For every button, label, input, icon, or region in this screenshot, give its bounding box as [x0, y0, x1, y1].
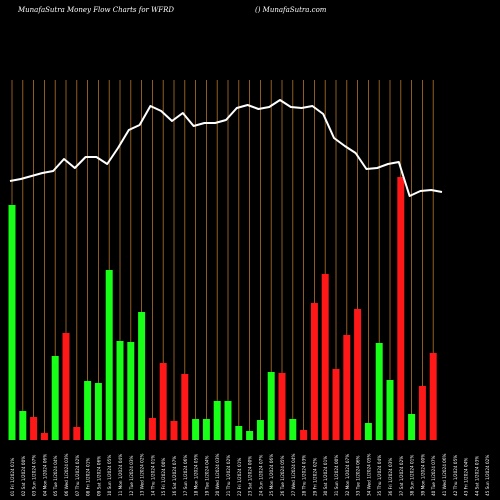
x-tick-label: 30 Sat 1/2024 01%: [323, 456, 328, 496]
x-tick-label: 11 Mon 1/2024 04%: [118, 454, 123, 496]
money-flow-bar: [354, 309, 362, 440]
x-tick-label: 04 Mon 1/2024 06%: [42, 454, 47, 496]
money-flow-bar: [246, 431, 254, 440]
x-tick-label: 05 Tue 1/2024 04%: [53, 455, 58, 496]
money-flow-bar: [386, 380, 394, 440]
x-tick-label: 36 Fri 1/2024 03%: [388, 458, 393, 496]
money-flow-bar: [73, 427, 81, 440]
x-tick-label: 34 Wed 1/2024 05%: [366, 453, 371, 496]
bar-series: [8, 177, 437, 440]
x-tick-label: 06 Wed 1/2024 03%: [64, 453, 69, 496]
money-flow-bar: [30, 417, 38, 440]
chart-title: MunafaSutra Money Flow Charts for WFRD: [18, 6, 175, 14]
money-flow-bar: [148, 418, 156, 440]
money-flow-bar: [289, 419, 297, 440]
x-tick-label: 13 Wed 1/2024 02%: [140, 453, 145, 496]
x-tick-label: 20 Wed 1/2024 03%: [215, 453, 220, 496]
x-tick-label: 31 Sun 1/2024 00%: [334, 455, 339, 496]
money-flow-bar: [310, 303, 318, 440]
money-flow-bar: [267, 372, 275, 440]
x-tick-label: 42 Thu 1/2024 05%: [453, 455, 458, 496]
x-tick-label: 19 Tue 1/2024 04%: [204, 455, 209, 496]
x-tick-label: 08 Fri 1/2024 01%: [86, 458, 91, 496]
x-tick-label: 16 Sat 1/2024 07%: [172, 456, 177, 496]
x-tick-label: 37 Sat 1/2024 02%: [399, 456, 404, 496]
x-tick-label: 12 Tue 1/2024 03%: [129, 455, 134, 496]
x-tick-label: 41 Wed 1/2024 06%: [442, 453, 447, 496]
money-flow-bar: [202, 419, 210, 440]
price-line-path: [9, 99, 443, 197]
price-line: [9, 99, 443, 197]
x-tick-label: 10 Sun 1/2024 05%: [107, 455, 112, 496]
money-flow-bar: [213, 401, 221, 440]
x-tick-label: 14 Thu 1/2024 01%: [150, 455, 155, 496]
money-flow-bar: [8, 205, 16, 440]
money-flow-bar: [300, 430, 308, 440]
money-flow-bar: [278, 373, 286, 440]
money-flow-bar: [170, 421, 178, 440]
money-flow-bar: [159, 363, 167, 440]
x-tick-label: 29 Fri 1/2024 02%: [312, 458, 317, 496]
x-tick-label: 32 Mon 1/2024 07%: [345, 454, 350, 496]
x-tick-label: 02 Sat 1/2024 00%: [21, 456, 26, 496]
x-tick-label: 43 Fri 1/2024 04%: [464, 458, 469, 496]
money-flow-bar: [192, 419, 200, 440]
x-tick-label: 18 Mon 1/2024 05%: [194, 454, 199, 496]
x-tick-label: 15 Fri 1/2024 00%: [161, 458, 166, 496]
money-flow-bar: [51, 356, 59, 440]
x-tick-label: 33 Tue 1/2024 06%: [356, 455, 361, 496]
money-flow-bar: [256, 420, 264, 440]
x-tick-label: 17 Sun 1/2024 06%: [183, 455, 188, 496]
money-flow-bar: [418, 386, 426, 440]
x-tick-label: 23 Sat 1/2024 00%: [248, 456, 253, 496]
x-tick-label: 27 Wed 1/2024 04%: [291, 453, 296, 496]
x-tick-label: 28 Thu 1/2024 03%: [302, 455, 307, 496]
x-tick-label: 25 Mon 1/2024 06%: [269, 454, 274, 496]
money-flow-bar: [364, 423, 372, 440]
money-flow-bar: [332, 369, 340, 440]
money-flow-bar: [321, 274, 329, 440]
x-tick-label: 22 Fri 1/2024 01%: [237, 458, 242, 496]
x-tick-label: 38 Sun 1/2024 01%: [410, 455, 415, 496]
money-flow-bar: [116, 341, 124, 440]
x-tick-label: 09 Sat 1/2024 06%: [96, 456, 101, 496]
money-flow-bar: [408, 414, 416, 440]
x-axis-labels: 01 Fri 1/2024 01% 02 Sat 1/2024 00% 03 Sun…: [10, 453, 490, 496]
x-tick-label: 24 Sun 1/2024 07%: [258, 455, 263, 496]
x-tick-label: 35 Thu 1/2024 04%: [377, 455, 382, 496]
money-flow-bar: [181, 374, 189, 440]
x-tick-label: 40 Tue 1/2024 07%: [431, 455, 436, 496]
x-tick-label: 26 Tue 1/2024 05%: [280, 455, 285, 496]
x-tick-label: 01 Fri 1/2024 01%: [10, 458, 15, 496]
money-flow-bar: [62, 333, 70, 440]
x-tick-label: 44 Sat 1/2024 03%: [474, 456, 479, 496]
money-flow-bar: [375, 343, 383, 440]
money-flow-bar: [397, 177, 405, 440]
money-flow-bar: [84, 381, 92, 440]
money-flow-bar: [224, 401, 232, 440]
chart-subtitle: () MunafaSutra.com: [255, 6, 327, 14]
money-flow-bar: [138, 312, 146, 440]
money-flow-bar: [19, 411, 27, 440]
money-flow-bar: [40, 433, 48, 440]
money-flow-bar: [127, 342, 135, 440]
x-tick-label: 21 Thu 1/2024 02%: [226, 455, 231, 496]
money-flow-bar: [343, 335, 351, 440]
gridlines: [11, 80, 434, 440]
x-tick-label: 07 Thu 1/2024 02%: [75, 455, 80, 496]
money-flow-bar: [429, 353, 437, 440]
x-tick-label: 03 Sun 1/2024 07%: [32, 455, 37, 496]
money-flow-bar: [235, 426, 243, 440]
x-tick-label: 39 Mon 1/2024 00%: [420, 454, 425, 496]
x-tick-label: 45 Sun 1/2024 02%: [485, 455, 490, 496]
money-flow-bar: [94, 383, 102, 440]
money-flow-bar: [105, 270, 113, 440]
